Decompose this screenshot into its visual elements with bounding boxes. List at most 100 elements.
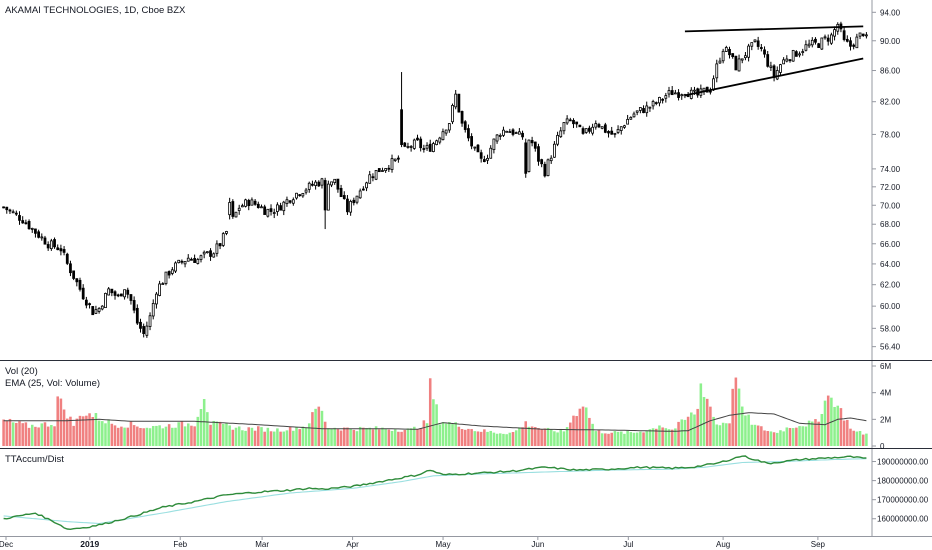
candle-body [298,194,302,197]
price-tick-label: 66.00 [880,240,901,249]
volume-bar [645,431,648,446]
volume-bar [202,399,206,446]
candle-body [123,289,126,298]
candle-body [24,222,28,225]
candle-body [228,202,232,216]
candle-body [492,138,496,151]
volume-bar [833,406,836,446]
volume-bar [632,432,636,446]
candle-body [155,293,158,305]
candle-body [540,159,544,165]
candle-body [441,131,445,141]
candle-body [600,126,604,129]
candle-body [84,299,88,306]
volume-bar [865,433,868,446]
volume-bar [323,421,327,446]
candle-body [94,309,98,314]
candle-body [613,132,617,135]
candle-body [135,307,139,324]
volume-bar [374,426,378,446]
candle-body [629,116,633,120]
price-tick-label: 58.00 [880,324,901,333]
volume-bar [820,413,824,446]
volume-bar [393,429,397,446]
candle-body [53,239,56,248]
volume-tick-label: 6M [880,362,891,371]
volume-bar [384,429,387,446]
candle-body [190,258,193,261]
price-axis: 94.00 90.00 86.00 82.00 78.00 74.00 72.00 70.00… [872,8,901,352]
volume-bar [769,431,773,446]
candle-body [365,182,368,189]
candle-body [861,33,865,37]
volume-bar [282,431,286,446]
candle-body [798,53,801,56]
volume-bar [855,431,859,446]
time-tick-label: May [435,540,450,549]
candle-body [161,283,165,285]
candle-body [129,294,133,301]
volume-bar [473,431,477,446]
candle-body [670,90,674,96]
volume-bar [199,409,203,446]
candle-body [240,205,244,208]
candle-body [623,125,626,128]
candle-body [537,146,540,162]
price-tick-label: 56.40 [880,343,901,352]
candle-body [186,257,190,262]
candle-body [654,102,658,104]
candle-body [680,94,684,97]
volume-bar [715,424,719,446]
candle-body [314,181,317,186]
volume-bar [635,432,639,446]
candle-body [817,43,821,48]
volume-bar [852,430,855,446]
volume-bar [680,419,684,446]
volume-bar [779,430,782,446]
candle-body [276,204,279,212]
volume-bar [416,429,419,446]
candle-body [486,157,489,161]
candle-body [460,111,464,124]
volume-bar [744,415,747,446]
volume-bar [861,434,865,446]
volume-bar [839,408,843,446]
candle-body [664,95,668,99]
price-tick-label: 82.00 [880,98,901,107]
candle-body [744,55,747,59]
volume-bar [65,418,69,446]
volume-bar [655,428,658,446]
price-tick-label: 74.00 [880,165,901,174]
candle-body [18,215,21,221]
volume-bar [346,427,349,446]
volume-bar [826,395,830,446]
candle-body [11,211,15,214]
volume-bar [272,431,276,446]
volume-bar [2,419,5,446]
candle-body [37,231,41,238]
volume-tick-label: 0 [880,442,885,451]
candle-body [396,157,400,160]
volume-bar [549,429,553,446]
volume-bar [336,429,340,446]
candle-body [559,130,563,138]
candle-body [27,220,31,230]
volume-bar [400,431,403,446]
candle-body [505,130,509,133]
candle-body [658,97,661,104]
volume-bar [651,428,655,446]
time-tick-label: Jun [531,540,544,549]
volume-bar [505,434,508,446]
candle-body [330,181,333,186]
candle-body [59,248,63,252]
volume-bar [59,398,63,446]
volume-bar [295,427,298,446]
volume-bar [712,416,715,446]
candle-body [788,59,792,62]
candle-body [269,208,273,212]
volume-bar [78,415,82,446]
candle-body [272,212,276,214]
candle-body [533,141,537,149]
volume-bar [756,425,760,446]
volume-bar [438,424,442,446]
